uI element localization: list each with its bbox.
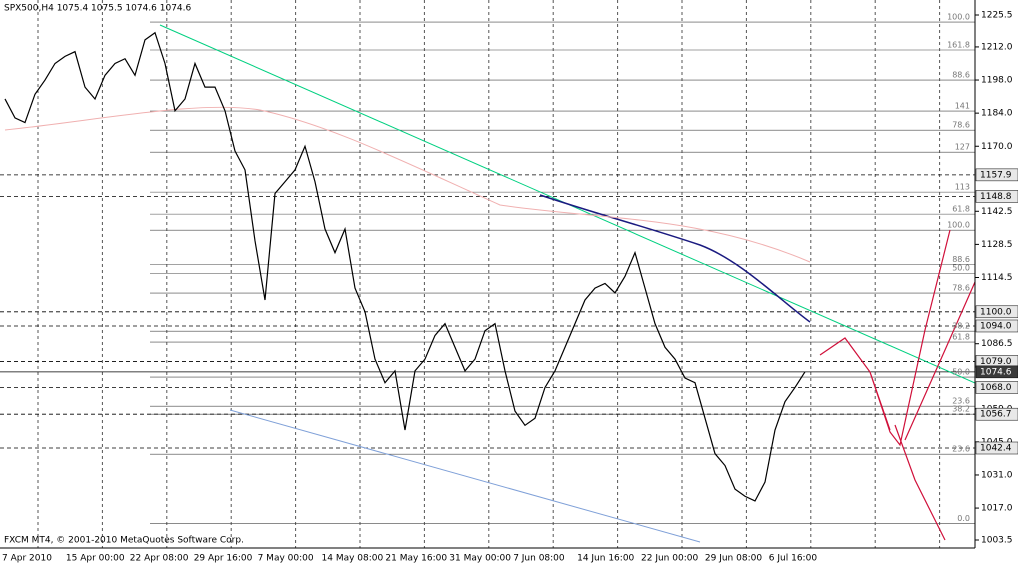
x-tick-label: 21 May 16:00 [385, 554, 447, 564]
x-tick-label: 31 May 00:00 [449, 554, 511, 564]
price-box [975, 381, 1018, 394]
x-tick-label: 15 Apr 00:00 [66, 554, 125, 564]
y-tick-label: 1031.0 [981, 470, 1013, 480]
price-label: 1148.8 [980, 192, 1012, 202]
fib-label: 88.6 [952, 255, 970, 264]
price-box [975, 319, 1018, 333]
y-tick-label: 1225.5 [981, 11, 1013, 21]
fib-label: 38.2 [952, 322, 970, 331]
price-box [975, 305, 1018, 319]
grid [0, 0, 975, 548]
copyright: FXCM MT4, © 2001-2010 MetaQuotes Softwar… [4, 536, 244, 546]
y-tick-label: 1128.5 [981, 240, 1013, 250]
y-tick-label: 1142.5 [981, 207, 1013, 217]
price-label: 1100.0 [980, 307, 1012, 317]
moving-average [4, 106, 811, 263]
fib-label: 100.0 [947, 13, 970, 22]
x-tick-label: 22 Apr 08:00 [130, 554, 189, 564]
x-tick-label: 6 Jul 16:00 [769, 554, 818, 564]
fib-label: 38.2 [952, 405, 970, 414]
fib-label: 61.8 [952, 205, 970, 214]
y-tick-label: 1212.0 [981, 42, 1013, 52]
x-tick-label: 14 May 08:00 [322, 554, 384, 564]
price-box [975, 365, 1018, 379]
y-tick-label: 1114.5 [981, 273, 1013, 283]
fib-label: 50.0 [952, 368, 970, 377]
price-box [975, 407, 1018, 421]
price-label: 1074.6 [980, 367, 1012, 377]
y-tick-label: 1086.5 [981, 339, 1013, 349]
projection [819, 229, 976, 541]
fib-label: 23.6 [952, 397, 970, 406]
x-tick-label: 14 Jun 16:00 [577, 554, 634, 564]
fib-label: 78.6 [952, 121, 970, 130]
chart-title: SPX500,H4 1075.4 1075.5 1074.6 1074.6 [4, 4, 192, 14]
price-label: 1157.9 [980, 170, 1012, 180]
price-line [4, 31, 806, 502]
y-tick-label: 1184.0 [981, 109, 1013, 119]
fib-label: 100.0 [947, 221, 970, 230]
y-tick-label: 1198.0 [981, 76, 1013, 86]
moving-average [539, 194, 811, 323]
price-label: 1056.7 [980, 410, 1012, 420]
y-tick-label: 1017.0 [981, 504, 1013, 514]
y-tick-label: 1170.0 [981, 142, 1013, 152]
fib-label: 50.0 [952, 264, 970, 273]
trend-line [229, 409, 701, 543]
fib-label: 113 [955, 183, 970, 192]
x-tick-label: 7 Apr 2010 [2, 554, 52, 564]
fib-label: 0.0 [957, 514, 970, 523]
x-tick-label: 29 Jun 08:00 [705, 554, 762, 564]
price-box [975, 441, 1018, 455]
price-box [975, 168, 1018, 182]
fib-label: 127 [955, 143, 970, 152]
x-tick-label: 29 Apr 16:00 [194, 554, 253, 564]
fib-label: 161.8 [947, 41, 970, 50]
price-label: 1068.0 [980, 383, 1012, 393]
price-box [975, 190, 1018, 203]
price-label: 1094.0 [980, 321, 1012, 331]
fib-label: 78.6 [952, 284, 970, 293]
fib-label: 141 [955, 102, 970, 111]
fib-label: 88.6 [952, 71, 970, 80]
y-tick-label: 1003.5 [981, 536, 1013, 546]
price-label: 1079.0 [980, 357, 1012, 367]
x-tick-label: 7 Jun 08:00 [513, 554, 565, 564]
fib-label: 61.8 [952, 333, 970, 342]
price-label: 1042.4 [980, 444, 1012, 454]
x-tick-label: 22 Jun 00:00 [641, 554, 698, 564]
x-tick-label: 7 May 00:00 [258, 554, 314, 564]
fib-label: 23.6 [952, 445, 970, 454]
